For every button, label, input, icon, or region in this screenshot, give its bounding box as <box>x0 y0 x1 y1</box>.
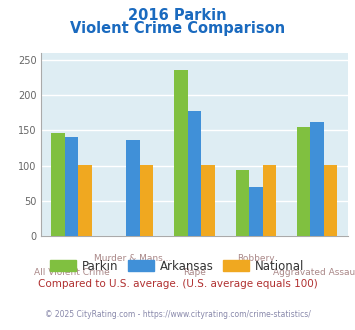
Text: Aggravated Assault: Aggravated Assault <box>273 268 355 277</box>
Bar <box>201 165 215 236</box>
Bar <box>324 165 338 236</box>
Bar <box>263 165 276 236</box>
Text: Robbery: Robbery <box>237 254 274 263</box>
Text: Murder & Mans...: Murder & Mans... <box>94 254 171 263</box>
Bar <box>174 70 187 236</box>
Text: © 2025 CityRating.com - https://www.cityrating.com/crime-statistics/: © 2025 CityRating.com - https://www.city… <box>45 310 310 319</box>
Bar <box>65 137 78 236</box>
Bar <box>78 165 92 236</box>
Text: All Violent Crime: All Violent Crime <box>34 268 109 277</box>
Bar <box>187 111 201 236</box>
Text: Compared to U.S. average. (U.S. average equals 100): Compared to U.S. average. (U.S. average … <box>38 279 317 289</box>
Bar <box>235 170 249 236</box>
Bar <box>126 140 140 236</box>
Bar <box>310 122 324 236</box>
Bar <box>249 187 263 236</box>
Bar <box>140 165 153 236</box>
Text: 2016 Parkin: 2016 Parkin <box>128 8 227 23</box>
Text: Violent Crime Comparison: Violent Crime Comparison <box>70 21 285 36</box>
Legend: Parkin, Arkansas, National: Parkin, Arkansas, National <box>46 255 309 278</box>
Bar <box>297 127 310 236</box>
Text: Rape: Rape <box>183 268 206 277</box>
Bar <box>51 133 65 236</box>
